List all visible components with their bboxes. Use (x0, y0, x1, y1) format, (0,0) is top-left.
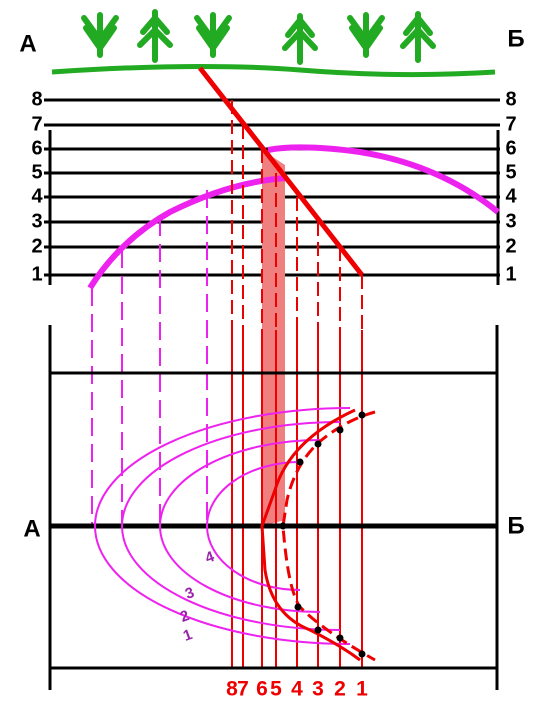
column-label: 6 (256, 678, 268, 701)
projection-band (262, 150, 285, 526)
contour-label: 2 (178, 607, 192, 626)
level-label: 8 (505, 88, 516, 110)
column-label: 7 (237, 678, 249, 701)
plan-frame (48, 325, 499, 690)
ground (51, 63, 496, 78)
level-label: 3 (505, 210, 516, 232)
level-label: 8 (31, 88, 42, 110)
level-label: 5 (505, 161, 516, 183)
section-left-label: А (19, 30, 36, 57)
level-label: 1 (31, 263, 42, 285)
level-label: 6 (31, 137, 42, 159)
contour-label: 1 (181, 626, 195, 645)
column-label: 5 (270, 678, 282, 701)
level-label: 3 (31, 210, 42, 232)
level-label: 4 (31, 185, 43, 207)
layer (267, 144, 500, 215)
projections (91, 190, 208, 526)
level-label: 5 (31, 161, 42, 183)
contours (94, 407, 351, 645)
level-label: 7 (31, 113, 42, 135)
trees (81, 9, 436, 65)
level-label: 7 (505, 113, 516, 135)
level-label: 4 (505, 185, 517, 207)
column-label: 1 (356, 678, 368, 701)
level-label: 6 (505, 137, 516, 159)
column-label: 4 (291, 678, 303, 701)
layer (87, 175, 287, 290)
column-label: 3 (312, 678, 324, 701)
level-label: 2 (505, 235, 516, 257)
column-label: 8 (226, 678, 238, 701)
column-label: 2 (334, 678, 346, 701)
points (279, 411, 366, 658)
outcrop-line (260, 408, 361, 662)
plan-left-label: А (23, 515, 40, 542)
plan-right-label: Б (507, 512, 524, 539)
section-right-label: Б (507, 25, 524, 52)
level-label: 1 (505, 263, 516, 285)
level-label: 2 (31, 235, 42, 257)
fault (198, 66, 364, 277)
